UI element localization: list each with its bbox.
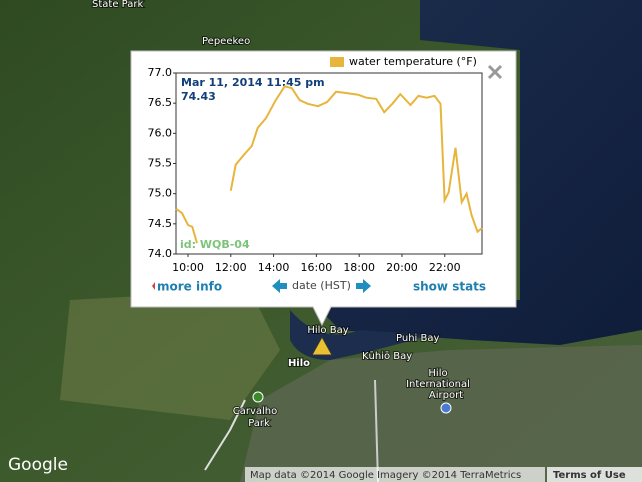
map-label: Pepeekeo: [202, 36, 250, 47]
legend-swatch: [330, 57, 344, 67]
x-tick-label: 20:00: [386, 261, 418, 274]
legend-label: water temperature (°F): [349, 55, 477, 68]
map-label: Carvalho: [233, 406, 278, 417]
y-tick-label: 77.0: [148, 66, 173, 79]
annotation-date: Mar 11, 2014 11:45 pm: [181, 76, 325, 89]
close-button[interactable]: [487, 64, 503, 80]
buoy-marker[interactable]: [311, 335, 333, 356]
prev-button[interactable]: [272, 279, 287, 293]
more-info-arrow: [152, 282, 155, 290]
map-label: Airport: [429, 390, 463, 401]
y-tick-label: 74.0: [148, 247, 173, 260]
y-tick-label: 74.5: [148, 217, 173, 230]
map-label: State Park: [92, 0, 143, 10]
ocean: [310, 0, 642, 345]
map-label: Hilo: [428, 368, 447, 379]
show-stats-link[interactable]: show stats: [413, 280, 486, 294]
y-tick-label: 76.5: [148, 96, 173, 109]
map-label: Hilo Bay: [307, 325, 348, 336]
data-line: [175, 85, 483, 244]
x-tick-label: 12:00: [215, 261, 247, 274]
google-logo: Google: [8, 455, 68, 475]
map-label: Hilo: [288, 358, 310, 369]
next-button[interactable]: [356, 279, 371, 293]
airport-icon: [440, 402, 452, 414]
town: [240, 345, 642, 482]
y-tick-label: 75.5: [148, 157, 173, 170]
map-label: Kūhiō Bay: [362, 351, 412, 362]
x-tick-label: 14:00: [258, 261, 290, 274]
terms-bg: [547, 467, 642, 482]
station-id: id: WQB-04: [180, 238, 250, 251]
road: [374, 379, 379, 482]
more-info-link[interactable]: more info: [157, 280, 222, 294]
map-label: Puhi Bay: [396, 333, 439, 344]
map-label: Park: [248, 418, 270, 429]
annotation-value: 74.43: [181, 90, 216, 103]
x-tick-label: 16:00: [301, 261, 333, 274]
fields: [60, 290, 280, 420]
x-tick-label: 10:00: [172, 261, 204, 274]
y-tick-label: 75.0: [148, 187, 173, 200]
x-tick-label: 18:00: [343, 261, 375, 274]
x-axis-label: date (HST): [292, 279, 351, 292]
x-tick-label: 22:00: [429, 261, 461, 274]
terms-link[interactable]: Terms of Use: [553, 470, 626, 481]
park-icon: [252, 391, 264, 403]
attribution-bg: [245, 467, 545, 482]
map-label: International: [406, 379, 470, 390]
road: [204, 399, 246, 471]
y-tick-label: 76.0: [148, 126, 173, 139]
attribution: Map data ©2014 Google Imagery ©2014 Terr…: [250, 470, 521, 481]
